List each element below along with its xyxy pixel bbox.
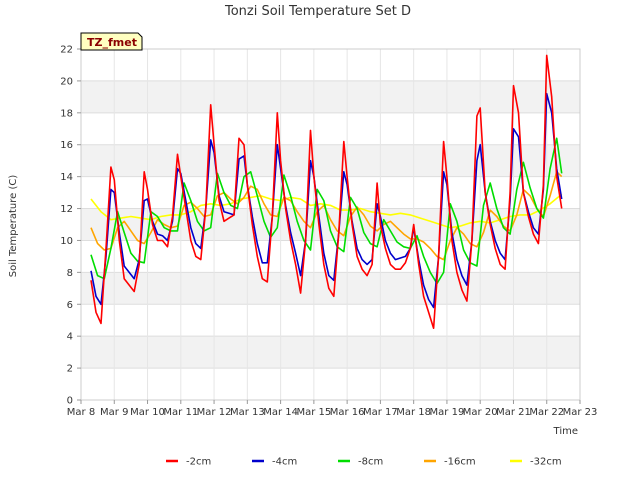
y-tick-label: 10 [60, 236, 73, 247]
y-axis-ticks: 0 2 4 6 8 10 12 14 16 18 20 22 [60, 45, 81, 407]
x-tick-label: Mar 17 [363, 407, 398, 418]
plot-frame [80, 48, 581, 401]
plot-band [81, 304, 580, 337]
plot-band [81, 49, 580, 81]
x-tick-label: Mar 10 [130, 407, 165, 418]
y-tick-label: 14 [60, 172, 73, 183]
x-axis-title: Time [553, 426, 578, 437]
site-label-box: TZ_fmet [80, 32, 143, 51]
x-tick-label: Mar 19 [430, 407, 465, 418]
x-tick-label: Mar 15 [296, 407, 331, 418]
plot-band [81, 176, 580, 209]
plot-band [81, 80, 580, 113]
plot-band [81, 336, 580, 369]
y-tick-label: 18 [60, 108, 73, 119]
legend: -2cm -4cm -8cm -16cm -32cm [166, 457, 562, 468]
plot-band [81, 144, 580, 177]
x-tick-label: Mar 18 [396, 407, 431, 418]
x-tick-label: Mar 13 [230, 407, 265, 418]
y-tick-label: 0 [67, 396, 73, 407]
x-tick-label: Mar 11 [163, 407, 198, 418]
x-tick-label: Mar 8 [67, 407, 95, 418]
x-tick-label: Mar 12 [197, 407, 232, 418]
legend-label: -8cm [358, 457, 383, 468]
plot-band [81, 368, 580, 400]
x-tick-label: Mar 21 [496, 407, 531, 418]
x-tick-label: Mar 20 [463, 407, 498, 418]
x-tick-label: Mar 9 [100, 407, 128, 418]
site-label: TZ_fmet [87, 36, 137, 49]
series-layer [90, 54, 563, 330]
plot-band [81, 112, 580, 145]
y-tick-label: 16 [60, 140, 73, 151]
plot-background-bands [81, 49, 580, 400]
x-tick-label: Mar 22 [529, 407, 564, 418]
y-tick-label: 6 [67, 300, 73, 311]
y-tick-label: 22 [60, 45, 73, 56]
legend-label: -2cm [186, 457, 211, 468]
series-line-2cm [90, 54, 563, 330]
y-tick-label: 8 [67, 268, 73, 279]
legend-label: -16cm [444, 457, 476, 468]
x-tick-label: Mar 23 [563, 407, 598, 418]
y-tick-label: 12 [60, 204, 73, 215]
legend-label: -32cm [530, 457, 562, 468]
x-tick-label: Mar 16 [330, 407, 365, 418]
x-tick-label: Mar 14 [263, 407, 298, 418]
y-tick-label: 2 [67, 364, 73, 375]
y-tick-label: 4 [67, 332, 73, 343]
y-axis-title: Soil Temperature (C) [8, 175, 19, 278]
chart-title: Tonzi Soil Temperature Set D [224, 4, 411, 19]
legend-label: -4cm [272, 457, 297, 468]
y-tick-label: 20 [60, 76, 73, 87]
